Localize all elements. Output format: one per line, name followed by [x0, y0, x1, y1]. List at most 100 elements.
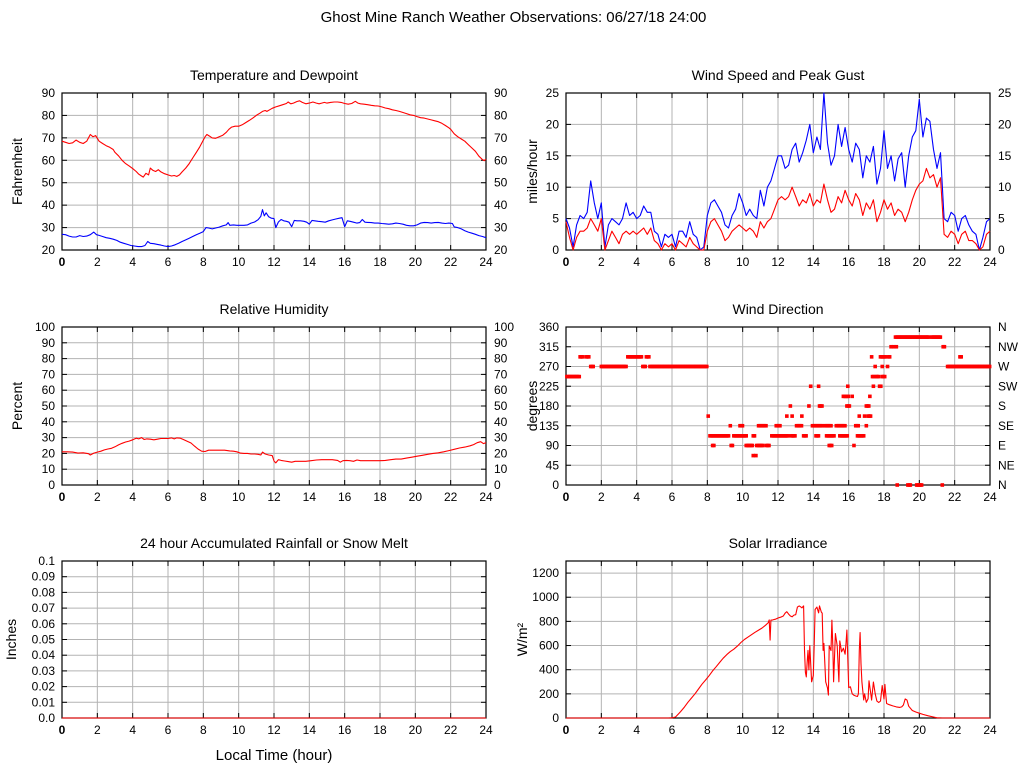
svg-text:8: 8 — [200, 723, 207, 737]
svg-text:miles/hour: miles/hour — [524, 139, 540, 204]
svg-text:0.09: 0.09 — [32, 570, 56, 584]
svg-text:14: 14 — [807, 723, 821, 737]
wind-direction-point — [987, 364, 992, 369]
svg-text:80: 80 — [42, 108, 56, 122]
wind-direction-point — [895, 483, 900, 487]
svg-text:0: 0 — [563, 723, 570, 737]
relative-humidity-chart: 0 2 4 6 8 10 12 14 16 18 20 22 240102030405060708090… — [9, 301, 514, 504]
wind-direction-point — [845, 434, 850, 438]
wind-speed-line — [565, 167, 991, 251]
wind-direction-point — [889, 344, 893, 349]
svg-text:2: 2 — [94, 255, 101, 269]
svg-text:2: 2 — [598, 723, 605, 737]
svg-text:2: 2 — [598, 490, 605, 504]
irradiance-line — [566, 605, 990, 719]
wind-direction-point — [861, 434, 866, 438]
svg-text:22: 22 — [444, 255, 458, 269]
wind-speed-gust-chart: 0 2 4 6 8 10 12 14 16 18 20 22 240510152025051015202… — [524, 67, 1012, 269]
wind-direction-point — [868, 394, 872, 399]
svg-text:70: 70 — [42, 367, 56, 381]
svg-text:18: 18 — [877, 723, 891, 737]
svg-text:4: 4 — [633, 490, 640, 504]
wind-direction-point — [793, 434, 797, 438]
svg-text:Fahrenheit: Fahrenheit — [9, 138, 25, 205]
wind-direction-point — [885, 364, 890, 369]
svg-text:80: 80 — [42, 352, 56, 366]
svg-text:25: 25 — [998, 86, 1012, 100]
svg-text:14: 14 — [807, 255, 821, 269]
svg-text:270: 270 — [539, 360, 559, 374]
wind-direction-point — [591, 364, 596, 369]
wind-direction-point — [804, 434, 808, 438]
solar-irradiance-chart: 0 2 4 6 8 10 12 14 16 18 20 22 240200400600800100012… — [514, 535, 997, 737]
svg-text:N: N — [998, 478, 1007, 492]
wind-direction-point — [832, 434, 836, 438]
svg-text:2: 2 — [94, 490, 101, 504]
svg-text:Relative Humidity: Relative Humidity — [220, 301, 329, 317]
wind-direction-point — [751, 453, 756, 458]
svg-text:60: 60 — [42, 383, 56, 397]
wind-direction-point — [868, 414, 873, 418]
wind-direction-point — [820, 404, 824, 408]
wind-direction-point — [938, 335, 943, 339]
wind-direction-point — [871, 384, 876, 389]
svg-text:135: 135 — [539, 419, 559, 433]
svg-text:24: 24 — [983, 723, 997, 737]
wind-direction-point — [808, 384, 813, 389]
svg-text:20: 20 — [409, 255, 423, 269]
wind-direction-point — [799, 423, 804, 428]
svg-text:SW: SW — [998, 379, 1018, 393]
svg-text:24: 24 — [479, 255, 493, 269]
svg-text:8: 8 — [704, 255, 711, 269]
svg-text:20: 20 — [913, 723, 927, 737]
svg-text:30: 30 — [42, 221, 56, 235]
wind-direction-point — [624, 364, 628, 369]
svg-text:0: 0 — [59, 723, 66, 737]
svg-text:16: 16 — [842, 490, 856, 504]
svg-text:1000: 1000 — [532, 590, 559, 604]
svg-text:100: 100 — [494, 320, 514, 334]
svg-text:4: 4 — [129, 490, 136, 504]
svg-text:0: 0 — [563, 255, 570, 269]
wind-direction-point — [764, 423, 768, 428]
svg-text:0: 0 — [59, 255, 66, 269]
svg-text:4: 4 — [129, 723, 136, 737]
svg-text:0.1: 0.1 — [38, 554, 55, 568]
svg-text:20: 20 — [546, 117, 560, 131]
wind-direction-point — [856, 423, 861, 428]
svg-text:6: 6 — [669, 490, 676, 504]
svg-text:20: 20 — [913, 490, 927, 504]
svg-text:15: 15 — [546, 149, 560, 163]
wind-direction-point — [869, 355, 874, 359]
wind-direction-point — [864, 423, 869, 428]
svg-text:24: 24 — [983, 490, 997, 504]
svg-text:E: E — [998, 439, 1006, 453]
wind-direction-point — [942, 344, 947, 349]
svg-text:20: 20 — [42, 243, 56, 257]
svg-text:0.02: 0.02 — [32, 680, 56, 694]
svg-text:22: 22 — [948, 490, 962, 504]
wind-direction-point — [785, 414, 789, 418]
rainfall-chart: 0 2 4 6 8 10 12 14 16 18 20 22 240.00.010.020.030.04… — [3, 535, 493, 764]
svg-text:6: 6 — [669, 723, 676, 737]
svg-text:12: 12 — [771, 723, 785, 737]
svg-text:5: 5 — [552, 212, 559, 226]
wind-direction-point — [845, 384, 850, 389]
wind-direction-point — [712, 443, 716, 448]
svg-text:2: 2 — [94, 723, 101, 737]
svg-text:30: 30 — [42, 431, 56, 445]
wind-direction-point — [754, 453, 758, 458]
wind-direction-point — [862, 414, 867, 418]
svg-text:18: 18 — [373, 255, 387, 269]
svg-text:10: 10 — [546, 180, 560, 194]
svg-text:Temperature and Dewpoint: Temperature and Dewpoint — [190, 67, 358, 83]
svg-text:90: 90 — [42, 86, 56, 100]
svg-text:16: 16 — [338, 255, 352, 269]
svg-text:45: 45 — [546, 458, 560, 472]
svg-text:Local Time (hour): Local Time (hour) — [216, 747, 333, 764]
wind-direction-point — [750, 443, 755, 448]
svg-text:10: 10 — [736, 490, 750, 504]
wind-direction-point — [639, 355, 644, 359]
svg-text:80: 80 — [494, 108, 508, 122]
svg-text:22: 22 — [948, 255, 962, 269]
